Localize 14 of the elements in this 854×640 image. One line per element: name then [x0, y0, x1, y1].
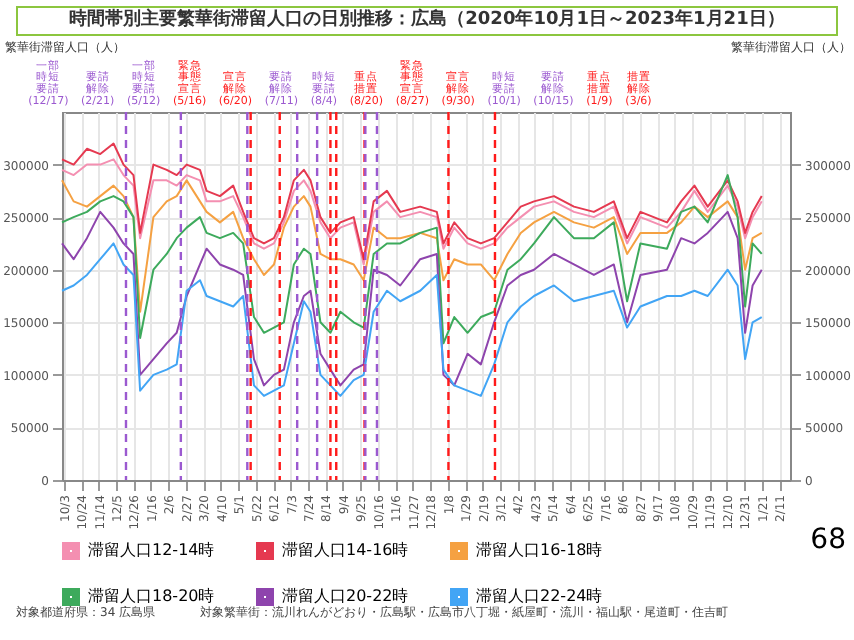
- line-series: [61, 179, 763, 313]
- text: 68: [810, 524, 846, 556]
- legend-label: 滞留人口14-16時: [282, 541, 409, 559]
- line-series: [61, 210, 763, 387]
- legend-label: 滞留人口18-20時: [88, 587, 215, 605]
- line-series: [61, 242, 763, 397]
- legend-label: 滞留人口22-24時: [476, 587, 603, 605]
- line-series: [61, 174, 763, 345]
- title-box: 時間帯別主要繁華街滞留人口の日別推移：広島（2020年10月1日～2023年1月21日）: [16, 6, 838, 36]
- legend-label: 滞留人口16-18時: [476, 541, 603, 559]
- line-series: [61, 142, 763, 261]
- legend-label: 滞留人口20-22時: [282, 587, 409, 605]
- legend-label: 滞留人口12-14時: [88, 541, 215, 559]
- line-series: [61, 158, 763, 266]
